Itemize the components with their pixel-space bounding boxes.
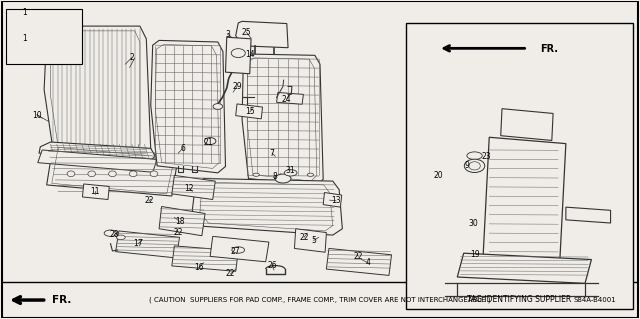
Polygon shape: [326, 249, 392, 275]
Text: 10: 10: [32, 111, 42, 120]
Circle shape: [467, 152, 482, 160]
Text: 12: 12: [184, 184, 194, 193]
Ellipse shape: [150, 171, 158, 177]
Text: ( CAUTION  SUPPLIERS FOR PAD COMP., FRAME COMP., TRIM COVER ARE NOT INTERCHANGEA: ( CAUTION SUPPLIERS FOR PAD COMP., FRAME…: [149, 297, 491, 303]
Text: 25: 25: [242, 28, 252, 37]
Ellipse shape: [109, 171, 116, 177]
Text: 2: 2: [129, 53, 134, 62]
Bar: [406, 23, 633, 309]
Ellipse shape: [468, 162, 480, 170]
Text: 22: 22: [226, 269, 236, 278]
Text: 14: 14: [245, 50, 255, 59]
Polygon shape: [460, 148, 492, 163]
Circle shape: [284, 170, 297, 176]
Text: 24: 24: [282, 95, 292, 104]
Polygon shape: [210, 236, 269, 262]
Text: 6: 6: [180, 144, 185, 153]
Text: 28: 28: [109, 230, 119, 239]
Polygon shape: [17, 48, 58, 55]
Polygon shape: [192, 179, 342, 235]
Circle shape: [104, 230, 117, 236]
Ellipse shape: [231, 49, 245, 57]
Ellipse shape: [67, 171, 75, 177]
Polygon shape: [39, 142, 156, 163]
Text: 22: 22: [173, 228, 183, 237]
Text: 27: 27: [231, 247, 241, 256]
Polygon shape: [116, 231, 179, 258]
Polygon shape: [500, 109, 553, 140]
Text: 3: 3: [225, 30, 230, 39]
Polygon shape: [83, 184, 109, 199]
Polygon shape: [58, 44, 63, 55]
Text: 1: 1: [22, 34, 28, 43]
Text: 1: 1: [22, 8, 28, 17]
Text: 23: 23: [481, 152, 491, 161]
Text: 17: 17: [133, 239, 143, 248]
Polygon shape: [242, 54, 323, 186]
Text: 22: 22: [353, 252, 363, 261]
Polygon shape: [251, 34, 270, 44]
Text: 30: 30: [468, 219, 478, 227]
Text: 21: 21: [204, 137, 213, 146]
Polygon shape: [458, 253, 591, 283]
Polygon shape: [276, 93, 303, 104]
Polygon shape: [172, 246, 238, 271]
Polygon shape: [323, 193, 342, 207]
Text: 8: 8: [273, 173, 278, 182]
Polygon shape: [44, 26, 151, 156]
Polygon shape: [151, 41, 225, 173]
Text: 4: 4: [365, 258, 371, 267]
Text: 7: 7: [269, 149, 275, 158]
Bar: [6, 9, 83, 64]
Circle shape: [232, 247, 244, 253]
Polygon shape: [566, 207, 611, 223]
Polygon shape: [17, 44, 63, 48]
Text: 20: 20: [433, 171, 443, 180]
Ellipse shape: [129, 171, 137, 177]
Ellipse shape: [275, 174, 291, 183]
Text: 22: 22: [300, 233, 308, 242]
Text: FR.: FR.: [540, 43, 558, 54]
Ellipse shape: [213, 104, 223, 109]
Circle shape: [307, 173, 314, 176]
Polygon shape: [47, 145, 178, 196]
Text: 13: 13: [331, 196, 340, 205]
Ellipse shape: [204, 137, 216, 145]
Polygon shape: [38, 150, 157, 172]
Text: 18: 18: [175, 217, 184, 226]
Polygon shape: [236, 104, 262, 119]
Polygon shape: [428, 167, 461, 182]
Text: TAG IDENTIFYING SUPPLIER: TAG IDENTIFYING SUPPLIER: [467, 295, 572, 304]
Polygon shape: [294, 229, 326, 252]
Text: 5: 5: [311, 236, 316, 245]
Polygon shape: [225, 37, 251, 74]
Text: 11: 11: [90, 187, 100, 196]
Circle shape: [253, 173, 259, 176]
Polygon shape: [449, 243, 490, 262]
Polygon shape: [172, 175, 215, 199]
Text: 22: 22: [144, 196, 154, 205]
Text: 26: 26: [268, 261, 277, 271]
Text: 16: 16: [194, 263, 204, 272]
Polygon shape: [159, 206, 205, 236]
Circle shape: [116, 235, 125, 240]
Text: FR.: FR.: [52, 295, 71, 305]
Text: 9: 9: [465, 161, 469, 170]
Text: 19: 19: [470, 250, 479, 259]
Text: 31: 31: [286, 166, 296, 175]
Text: 15: 15: [245, 108, 255, 116]
Polygon shape: [461, 198, 486, 214]
Text: 29: 29: [232, 82, 242, 91]
Ellipse shape: [88, 171, 95, 177]
Ellipse shape: [465, 159, 484, 173]
Polygon shape: [483, 137, 566, 268]
Text: S84A-B4001: S84A-B4001: [573, 297, 616, 303]
Polygon shape: [236, 21, 288, 48]
